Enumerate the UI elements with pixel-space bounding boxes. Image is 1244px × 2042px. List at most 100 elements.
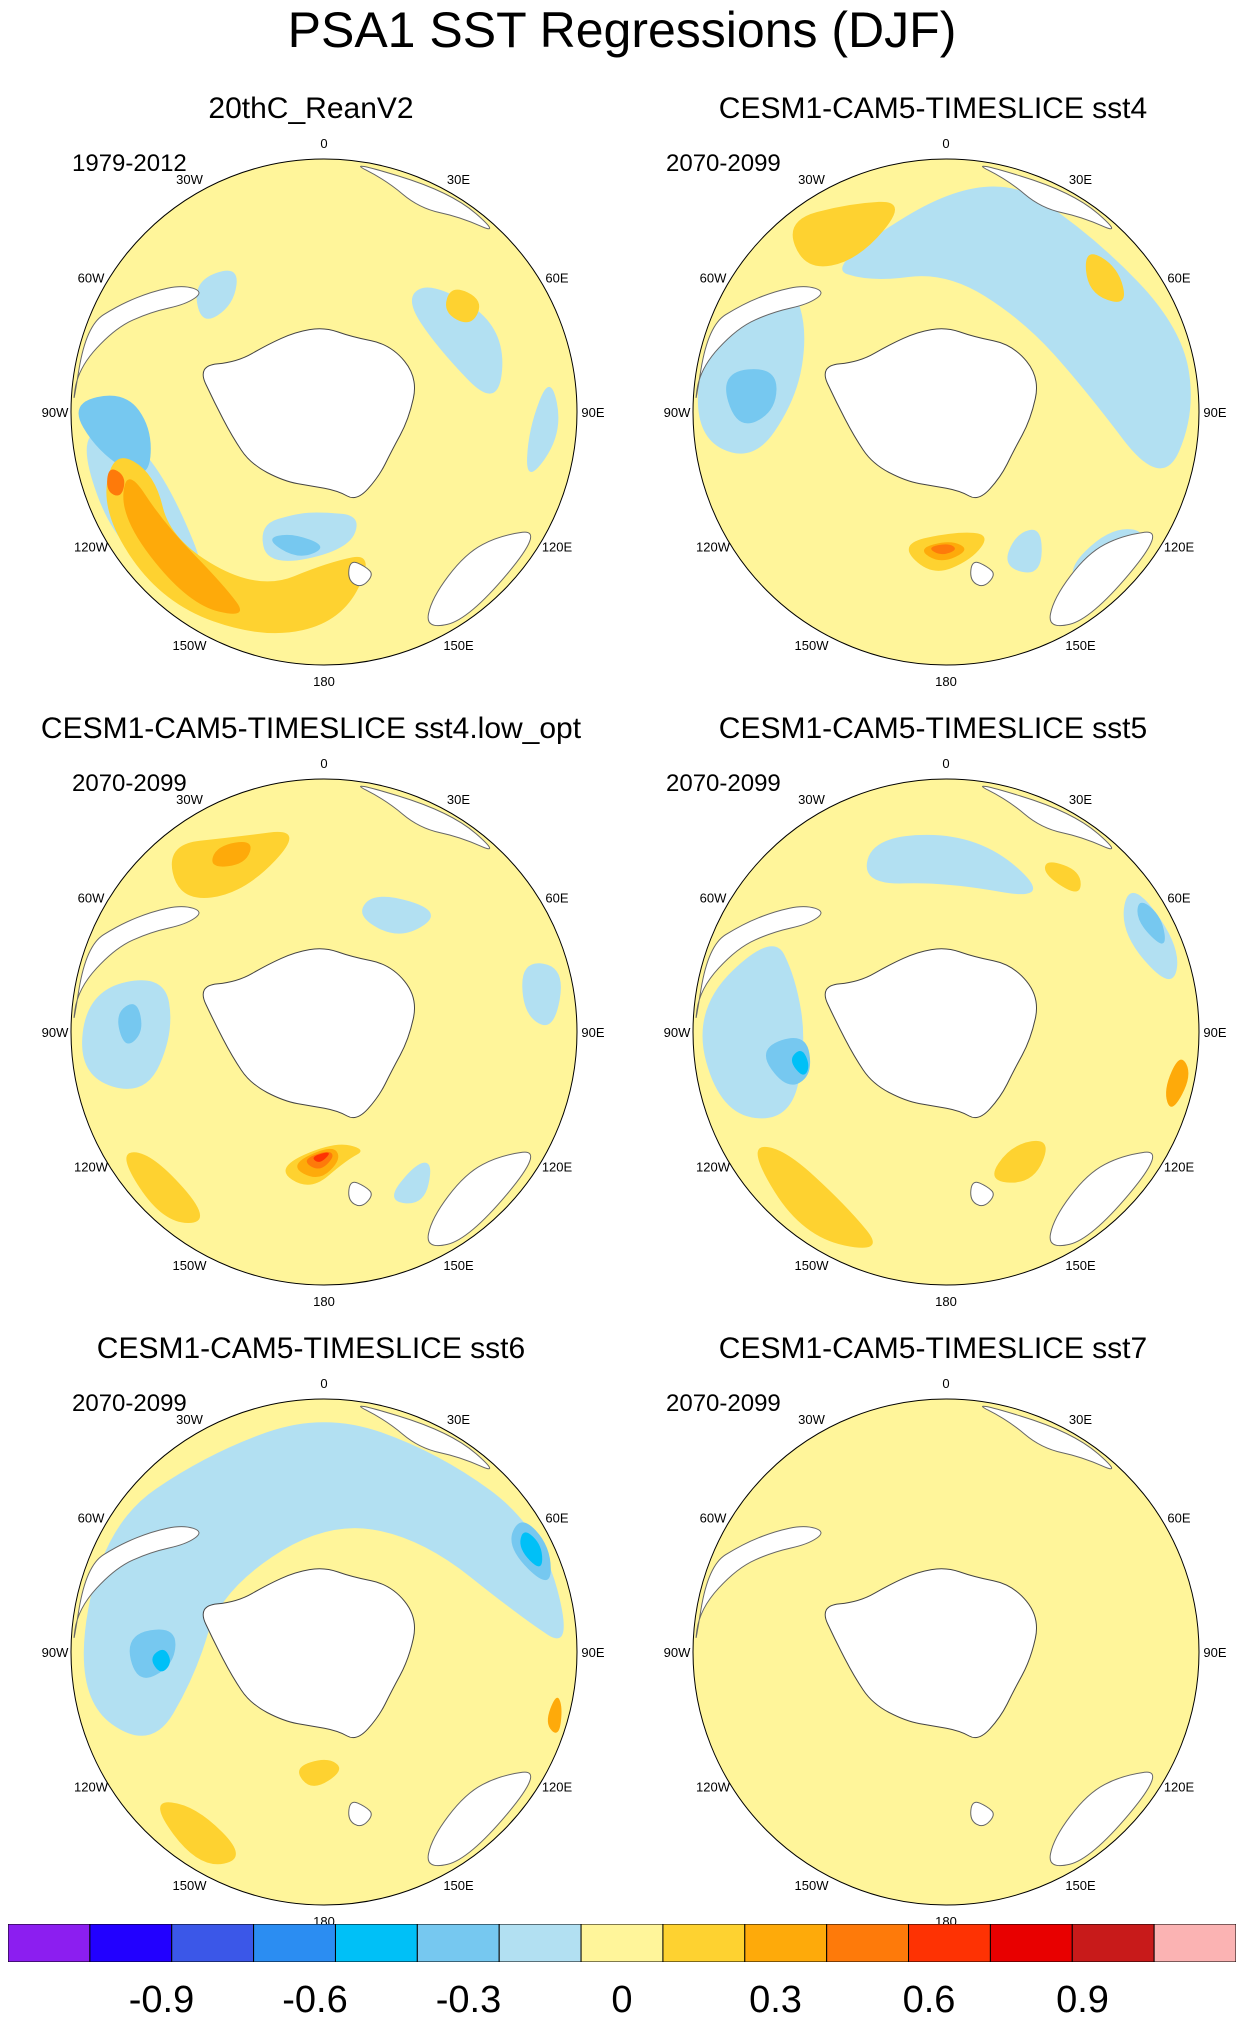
map-border: [692, 1398, 1200, 1906]
landmass: [427, 1771, 532, 1867]
longitude-label: 120E: [1164, 1780, 1195, 1795]
longitude-label: 120E: [542, 540, 573, 555]
colorbar-swatch: [1153, 1924, 1236, 1962]
colorbar-swatch: [89, 1924, 173, 1962]
sst-contour: [757, 1146, 873, 1248]
sst-contour: [866, 834, 1034, 895]
panel-sst5: CESM1-CAM5-TIMESLICE sst5 2070-2099 0 30E…: [622, 620, 1244, 1309]
longitude-label: 180: [313, 1294, 335, 1309]
sst-field: [695, 785, 1189, 1248]
longitude-label: 90E: [581, 1645, 604, 1660]
colorbar-swatch: [662, 1924, 746, 1962]
landmass: [1049, 531, 1154, 627]
longitude-label: 150E: [1065, 638, 1096, 653]
colorbar-tick-label: -0.6: [282, 1979, 348, 2021]
sst-contour: [196, 270, 237, 319]
sst-contour: [152, 1649, 170, 1672]
panel-period: 2070-2099: [666, 1390, 781, 1417]
sst-field: [695, 165, 1191, 627]
longitude-label: 0: [942, 756, 949, 771]
polar-map: 0 30E 60E 90E 120E 150E 180 150W 120W 90W 60W 30W: [664, 756, 1227, 1309]
sst-contour: [931, 544, 955, 555]
colorbar-tick-label: -0.3: [435, 1979, 502, 2021]
longitude-label: 150W: [795, 1258, 830, 1273]
longitude-label: 120W: [74, 1160, 109, 1175]
sst-contour: [107, 469, 125, 496]
longitude-label: 0: [942, 136, 949, 151]
antarctica: [824, 1568, 1038, 1739]
longitude-label: 150E: [443, 1258, 474, 1273]
longitude-label: 30W: [176, 792, 203, 807]
landmass: [427, 531, 532, 627]
panel-period: 2070-2099: [72, 770, 187, 797]
longitude-label: 150W: [795, 638, 830, 653]
antarctica: [824, 948, 1038, 1119]
longitude-label: 30W: [798, 792, 825, 807]
colorbar: [8, 1924, 1236, 1962]
longitude-label: 60E: [1167, 1511, 1190, 1526]
sst-contour: [118, 1004, 142, 1044]
longitude-label: 120W: [74, 1780, 109, 1795]
landmass: [360, 165, 491, 230]
landmass: [73, 1526, 200, 1638]
panel-title: CESM1-CAM5-TIMESLICE sst4.low_opt: [40, 712, 582, 745]
longitude-label: 60W: [78, 1511, 105, 1526]
longitude-label: 30E: [447, 792, 470, 807]
longitude-label: 150W: [173, 638, 208, 653]
longitude-label: 60E: [545, 1511, 568, 1526]
longitude-label: 150E: [443, 638, 474, 653]
longitude-label: 150E: [443, 1878, 474, 1893]
colorbar-swatch: [8, 1924, 91, 1962]
longitude-label: 30E: [447, 172, 470, 187]
panel-period: 2070-2099: [72, 1390, 187, 1417]
map-border: [692, 158, 1200, 666]
colorbar-swatch: [1071, 1924, 1155, 1962]
colorbar-swatch: [580, 1924, 664, 1962]
colorbar-swatch: [826, 1924, 910, 1962]
longitude-label: 90W: [664, 405, 691, 420]
landmass: [348, 1801, 372, 1827]
map-border: [70, 778, 578, 1286]
colorbar-swatch: [334, 1924, 418, 1962]
colorbar-swatch: [171, 1924, 255, 1962]
longitude-label: 30E: [1069, 172, 1092, 187]
colorbar-swatch: [498, 1924, 582, 1962]
colorbar-tick-label: 0.9: [1056, 1979, 1109, 2021]
longitude-label: 30E: [447, 1412, 470, 1427]
longitude-label: 60E: [545, 891, 568, 906]
longitude-label: 60W: [700, 891, 727, 906]
landmass: [360, 1405, 491, 1470]
longitude-label: 90E: [1203, 1645, 1226, 1660]
landmass: [695, 1526, 822, 1638]
sst-contour: [313, 1152, 329, 1162]
longitude-label: 180: [935, 1294, 957, 1309]
landmass: [970, 1801, 994, 1827]
longitude-label: 90E: [581, 405, 604, 420]
sst-contour: [123, 479, 241, 614]
landmass: [1049, 1151, 1154, 1247]
longitude-label: 120W: [696, 1160, 731, 1175]
landmass: [982, 785, 1113, 850]
sst-contour: [160, 1802, 236, 1865]
sst-contour: [1166, 1059, 1189, 1107]
colorbar-swatch: [253, 1924, 336, 1962]
longitude-label: 60E: [1167, 891, 1190, 906]
antarctica: [202, 328, 416, 499]
longitude-label: 0: [320, 136, 327, 151]
panel-title: CESM1-CAM5-TIMESLICE sst6: [96, 1332, 526, 1365]
longitude-label: 90E: [581, 1025, 604, 1040]
map-border: [692, 778, 1200, 1286]
sst-contour: [446, 289, 480, 323]
longitude-label: 120W: [74, 540, 109, 555]
panel-period: 2070-2099: [666, 150, 781, 177]
landmass: [970, 1181, 994, 1207]
polar-map: 0 30E 60E 90E 120E 150E 180 150W 120W 90W 60W 30W: [42, 136, 605, 689]
sst-contour: [792, 201, 896, 267]
colorbar-swatch: [416, 1924, 500, 1962]
sst-contour: [791, 1050, 809, 1075]
sst-contour: [765, 1037, 811, 1085]
longitude-label: 150W: [795, 1878, 830, 1893]
sst-contour: [522, 963, 561, 1026]
longitude-label: 0: [942, 1376, 949, 1391]
longitude-label: 90W: [42, 405, 69, 420]
